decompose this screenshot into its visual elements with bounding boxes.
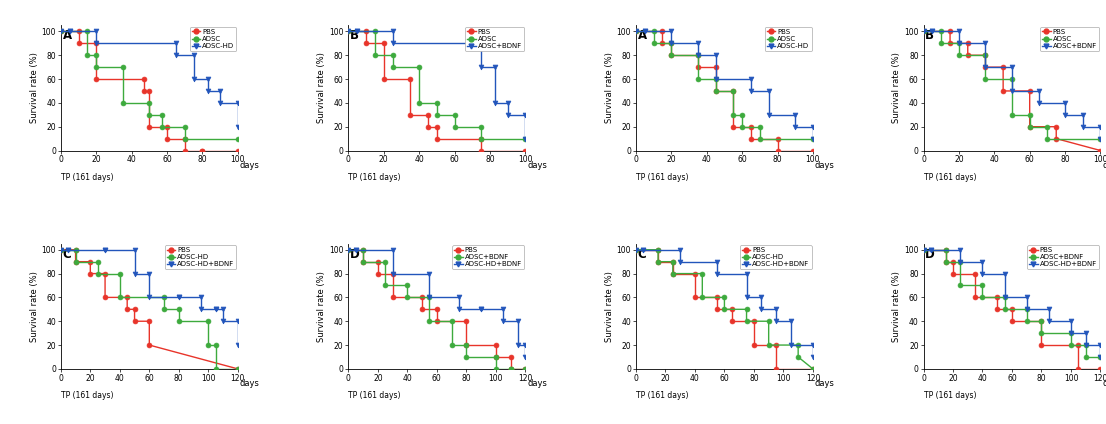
Text: TP (161 days): TP (161 days) [61, 391, 113, 400]
Text: D: D [351, 248, 359, 261]
Legend: PBS, ADSC, ADSC+BDNF: PBS, ADSC, ADSC+BDNF [1041, 27, 1099, 51]
Text: C: C [63, 248, 72, 261]
Text: days: days [528, 379, 547, 388]
Legend: PBS, ADSC-HD, ADSC-HD+BDNF: PBS, ADSC-HD, ADSC-HD+BDNF [740, 245, 812, 269]
Legend: PBS, ADSC+BDNF, ADSC-HD+BDNF: PBS, ADSC+BDNF, ADSC-HD+BDNF [452, 245, 524, 269]
Legend: PBS, ADSC, ADSC+BDNF: PBS, ADSC, ADSC+BDNF [466, 27, 524, 51]
Text: C: C [638, 248, 647, 261]
Text: B: B [351, 29, 359, 42]
Text: days: days [240, 161, 260, 170]
Text: A: A [638, 29, 647, 42]
Legend: PBS, ADSC, ADSC-HD: PBS, ADSC, ADSC-HD [765, 27, 812, 51]
Text: days: days [1103, 379, 1106, 388]
Text: TP (161 days): TP (161 days) [636, 173, 688, 182]
Text: days: days [1103, 161, 1106, 170]
Text: days: days [815, 161, 835, 170]
Y-axis label: Survival rate (%): Survival rate (%) [317, 271, 326, 342]
Text: days: days [815, 379, 835, 388]
Text: D: D [926, 248, 935, 261]
Text: TP (161 days): TP (161 days) [348, 173, 400, 182]
Text: TP (161 days): TP (161 days) [636, 391, 688, 400]
Text: TP (161 days): TP (161 days) [924, 391, 975, 400]
Text: days: days [528, 161, 547, 170]
Text: A: A [63, 29, 72, 42]
Text: days: days [240, 379, 260, 388]
Y-axis label: Survival rate (%): Survival rate (%) [30, 53, 39, 123]
Text: TP (161 days): TP (161 days) [61, 173, 113, 182]
Legend: PBS, ADSC+BDNF, ADSC-HD+BDNF: PBS, ADSC+BDNF, ADSC-HD+BDNF [1027, 245, 1099, 269]
Legend: PBS, ADSC-HD, ADSC-HD+BDNF: PBS, ADSC-HD, ADSC-HD+BDNF [165, 245, 237, 269]
Text: TP (161 days): TP (161 days) [924, 173, 975, 182]
Legend: PBS, ADSC, ADSC-HD: PBS, ADSC, ADSC-HD [190, 27, 237, 51]
Y-axis label: Survival rate (%): Survival rate (%) [893, 271, 901, 342]
Y-axis label: Survival rate (%): Survival rate (%) [317, 53, 326, 123]
Y-axis label: Survival rate (%): Survival rate (%) [893, 53, 901, 123]
Y-axis label: Survival rate (%): Survival rate (%) [605, 53, 614, 123]
Text: B: B [926, 29, 935, 42]
Y-axis label: Survival rate (%): Survival rate (%) [605, 271, 614, 342]
Y-axis label: Survival rate (%): Survival rate (%) [30, 271, 39, 342]
Text: TP (161 days): TP (161 days) [348, 391, 400, 400]
